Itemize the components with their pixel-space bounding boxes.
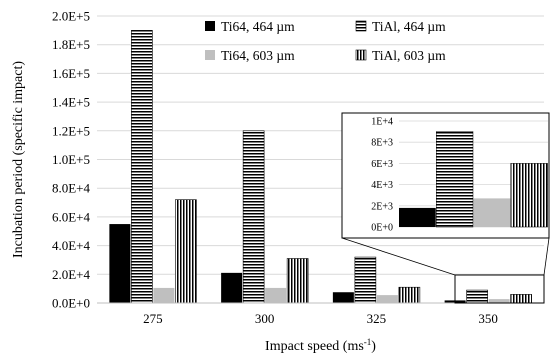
zoom-connector-line (543, 237, 550, 276)
y-tick-label: 2.0E+5 (52, 9, 90, 24)
inset-y-tick-label: 1E+4 (371, 117, 393, 128)
bar (265, 287, 287, 303)
bar (488, 299, 510, 303)
x-tick-label: 350 (478, 311, 498, 326)
inset-y-tick-label: 4E+3 (371, 180, 393, 191)
inset-bar (473, 198, 511, 227)
bar (131, 30, 153, 304)
y-tick-label: 1.4E+5 (52, 95, 90, 110)
bar (109, 224, 131, 303)
x-tick-label: 325 (367, 311, 387, 326)
legend-swatch (205, 21, 215, 31)
bar (510, 294, 532, 304)
legend-label: Ti64, 464 µm (221, 19, 295, 34)
y-tick-label: 0.0E+0 (52, 296, 90, 311)
bar (376, 295, 398, 303)
bar (354, 256, 377, 304)
y-tick-label: 1.0E+5 (52, 152, 90, 167)
bar (153, 287, 175, 303)
legend-swatch (355, 20, 367, 32)
y-tick-label: 1.2E+5 (52, 123, 90, 138)
y-tick-label: 2.0E+4 (52, 267, 91, 282)
bar (398, 286, 421, 304)
inset-y-tick-label: 2E+3 (371, 201, 393, 212)
x-tick-label: 275 (143, 311, 163, 326)
inset-bar (399, 207, 436, 227)
inset-y-tick-label: 0E+0 (371, 223, 393, 234)
bar (242, 130, 265, 304)
y-axis-title: Incubation period (specific impact) (11, 61, 26, 258)
bar (286, 258, 309, 304)
y-tick-label: 1.6E+5 (52, 66, 90, 81)
bar (332, 292, 354, 303)
legend-label: Ti64, 603 µm (221, 48, 295, 63)
legend-swatch (205, 50, 215, 60)
y-tick-label: 8.0E+4 (52, 181, 91, 196)
legend-label: TiAl, 464 µm (372, 19, 446, 34)
legend-swatch (355, 49, 367, 61)
inset-y-tick-label: 8E+3 (371, 138, 393, 149)
x-tick-label: 300 (255, 311, 275, 326)
inset-y-tick-label: 6E+3 (371, 159, 393, 170)
bar (221, 272, 243, 303)
bar (466, 289, 488, 304)
inset-bar (436, 131, 474, 228)
inset-bar (510, 163, 548, 228)
y-tick-label: 4.0E+4 (52, 238, 91, 253)
bar (175, 199, 197, 304)
zoom-connector-line (341, 237, 456, 276)
legend-label: TiAl, 603 µm (372, 48, 446, 63)
x-axis-title: Impact speed (ms-1) (265, 337, 376, 354)
y-tick-label: 6.0E+4 (52, 209, 91, 224)
y-tick-label: 1.8E+5 (52, 37, 90, 52)
zoom-region-box (454, 274, 545, 304)
